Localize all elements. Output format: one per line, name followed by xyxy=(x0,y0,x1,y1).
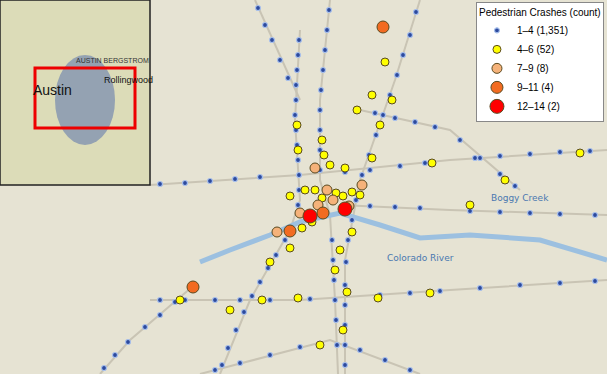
svg-text:Austin: Austin xyxy=(33,82,72,98)
svg-text:Pedestrian Crashes (count): Pedestrian Crashes (count) xyxy=(479,7,601,18)
svg-text:Colorado River: Colorado River xyxy=(387,253,454,263)
svg-text:AUSTIN BERGSTROM: AUSTIN BERGSTROM xyxy=(76,57,149,64)
svg-text:Boggy Creek: Boggy Creek xyxy=(491,193,549,203)
svg-text:1–4 (1,351): 1–4 (1,351) xyxy=(517,25,568,36)
svg-text:9–11 (4): 9–11 (4) xyxy=(517,82,554,93)
svg-text:7–9 (8): 7–9 (8) xyxy=(517,63,549,74)
svg-text:Rollingwood: Rollingwood xyxy=(104,75,153,85)
svg-text:12–14 (2): 12–14 (2) xyxy=(517,101,560,112)
svg-text:4–6 (52): 4–6 (52) xyxy=(517,44,554,55)
